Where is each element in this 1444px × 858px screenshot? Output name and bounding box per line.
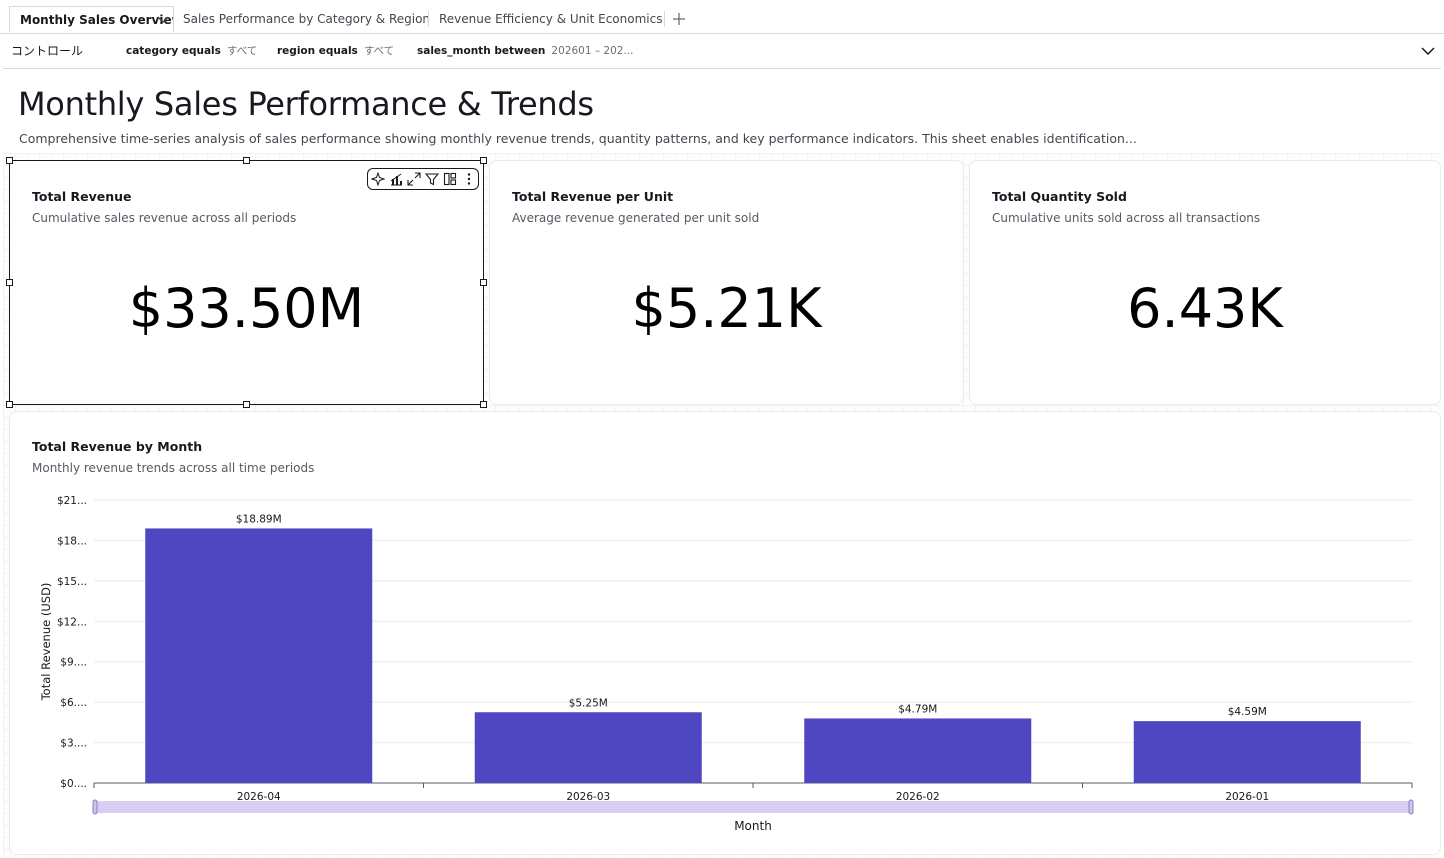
chart-title: Total Revenue by Month xyxy=(32,439,203,454)
kpi-title: Total Revenue xyxy=(32,189,132,204)
chart-subtitle: Monthly revenue trends across all time p… xyxy=(32,461,315,475)
bar[interactable] xyxy=(474,712,702,783)
chart-revenue-by-month[interactable]: Total Revenue by Month Monthly revenue t… xyxy=(9,411,1441,855)
resize-handle[interactable] xyxy=(480,157,487,164)
filter-sales-month[interactable]: sales_month between 202601 – 202... xyxy=(417,34,633,68)
bar[interactable] xyxy=(1133,721,1361,783)
kpi-subtitle: Average revenue generated per unit sold xyxy=(512,211,760,225)
resize-handle[interactable] xyxy=(480,401,487,408)
y-tick-label: $6.... xyxy=(60,697,87,709)
more-icon[interactable] xyxy=(462,172,476,186)
expand-icon[interactable] xyxy=(407,172,421,186)
filter-value: すべて xyxy=(363,45,395,57)
data-label: $5.25M xyxy=(569,697,608,709)
data-label: $4.59M xyxy=(1228,706,1267,718)
kpi-revenue-per-unit[interactable]: Total Revenue per Unit Average revenue g… xyxy=(489,160,964,405)
chevron-down-icon[interactable] xyxy=(1421,45,1435,57)
resize-handle[interactable] xyxy=(6,401,13,408)
sheet-canvas: Total Revenue Cumulative sales revenue a… xyxy=(3,153,1441,858)
x-axis-label: Month xyxy=(734,819,772,833)
y-tick-label: $12... xyxy=(57,616,87,628)
y-tick-label: $18... xyxy=(57,535,87,547)
range-handle-left[interactable] xyxy=(92,799,98,815)
tab-label: Sales Performance by Category & Region xyxy=(183,12,431,26)
filter-region[interactable]: region equals すべて xyxy=(277,34,394,68)
kpi-value: $33.50M xyxy=(128,277,365,340)
filter-category[interactable]: category equals すべて xyxy=(126,34,257,68)
filter-field: category equals xyxy=(126,45,221,57)
sheet-tabs: Monthly Sales Overview Sales Performance… xyxy=(0,0,1444,34)
resize-handle[interactable] xyxy=(243,401,250,408)
kpi-total-revenue[interactable]: Total Revenue Cumulative sales revenue a… xyxy=(9,160,484,405)
kpi-value: 6.43K xyxy=(1127,277,1283,340)
y-tick-label: $9.... xyxy=(60,657,87,669)
sparkle-icon[interactable] xyxy=(371,172,385,186)
resize-handle[interactable] xyxy=(480,279,487,286)
chart-type-icon[interactable] xyxy=(389,172,403,186)
tab-sales-performance[interactable]: Sales Performance by Category & Region xyxy=(183,6,430,33)
resize-handle[interactable] xyxy=(6,157,13,164)
controls-label[interactable]: コントロール xyxy=(11,44,84,58)
tab-monthly-sales-overview[interactable]: Monthly Sales Overview xyxy=(9,6,174,33)
kpi-value: $5.21K xyxy=(631,277,822,340)
tab-label: Revenue Efficiency & Unit Economics xyxy=(439,12,663,26)
bar[interactable] xyxy=(804,718,1032,783)
bar-chart: $0.... $3.... $6.... $9.... $12... $15... $18.… xyxy=(39,495,1414,833)
x-tick-label: 2026-01 xyxy=(1225,791,1269,803)
y-tick-label: $15... xyxy=(57,576,87,588)
range-scrollbar[interactable] xyxy=(94,801,1412,813)
tab-revenue-efficiency[interactable]: Revenue Efficiency & Unit Economics xyxy=(439,6,662,33)
data-label: $4.79M xyxy=(898,703,937,715)
range-handle-right[interactable] xyxy=(1408,799,1414,815)
bar[interactable] xyxy=(145,528,373,783)
tab-divider xyxy=(428,11,429,27)
chevron-down-icon[interactable] xyxy=(157,15,169,25)
filter-field: sales_month between xyxy=(417,45,546,57)
x-tick-label: 2026-03 xyxy=(566,791,610,803)
kpi-subtitle: Cumulative units sold across all transac… xyxy=(992,211,1261,225)
filter-field: region equals xyxy=(277,45,358,57)
tab-divider xyxy=(664,11,665,27)
data-label: $18.89M xyxy=(236,513,282,525)
filter-value: 202601 – 202... xyxy=(551,45,634,57)
x-tick-label: 2026-04 xyxy=(237,791,281,803)
filter-icon[interactable] xyxy=(425,172,439,186)
resize-handle[interactable] xyxy=(6,279,13,286)
controls-bar: コントロール category equals すべて region equals す… xyxy=(3,34,1441,69)
kpi-title: Total Revenue per Unit xyxy=(512,189,674,204)
page-description: Comprehensive time-series analysis of sa… xyxy=(19,131,1137,146)
page-title: Monthly Sales Performance & Trends xyxy=(18,85,594,123)
y-tick-label: $3.... xyxy=(60,738,87,750)
x-tick-label: 2026-02 xyxy=(896,791,940,803)
layout-icon[interactable] xyxy=(443,172,457,186)
y-tick-label: $21... xyxy=(57,495,87,507)
tab-label: Monthly Sales Overview xyxy=(20,13,174,27)
filter-value: すべて xyxy=(226,45,258,57)
y-axis-label: Total Revenue (USD) xyxy=(39,583,53,702)
resize-handle[interactable] xyxy=(243,157,250,164)
kpi-total-quantity[interactable]: Total Quantity Sold Cumulative units sol… xyxy=(969,160,1441,405)
y-tick-label: $0.... xyxy=(60,778,87,790)
add-sheet-icon[interactable] xyxy=(672,12,686,26)
visual-toolbar xyxy=(367,168,479,190)
kpi-title: Total Quantity Sold xyxy=(992,189,1127,204)
kpi-subtitle: Cumulative sales revenue across all peri… xyxy=(32,211,297,225)
